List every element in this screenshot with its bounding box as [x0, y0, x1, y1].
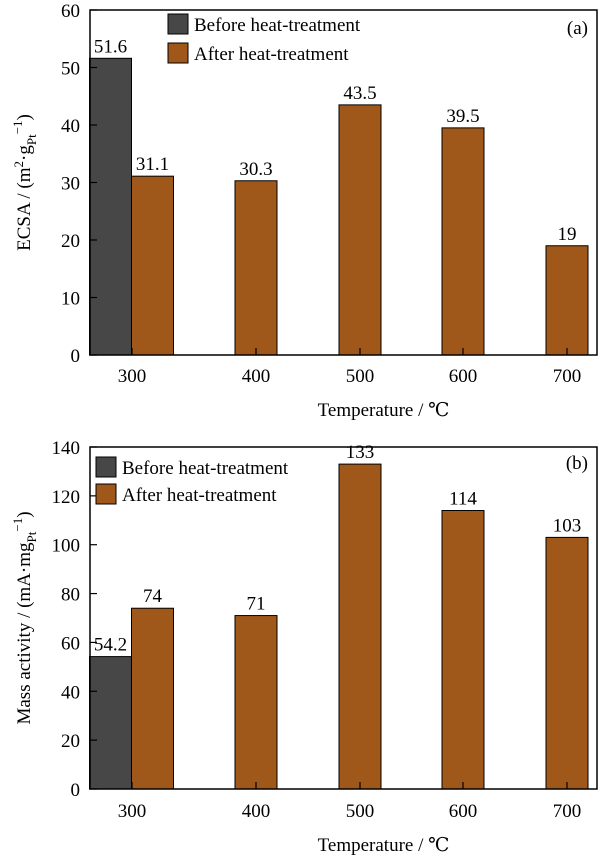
y-tick-label: 60 [61, 633, 80, 654]
x-tick-label-700: 700 [553, 801, 582, 822]
x-tick-label-600: 600 [449, 366, 478, 387]
y-axis-title-sup2: −1 [10, 120, 25, 134]
x-tick-label-300: 300 [118, 801, 147, 822]
y-axis-title-sub: Pt [24, 134, 39, 145]
data-label-before-300: 54.2 [94, 635, 127, 656]
bar-after-400 [234, 615, 278, 790]
data-label-after-600: 39.5 [446, 106, 479, 127]
chart-panel-a: 51.6 31.1 30.3 43.5 39.5 19 0 10 20 30 40 50 60 300 40… [10, 1, 598, 421]
y-tick-label: 120 [52, 487, 81, 508]
bar-after-500 [338, 463, 382, 790]
data-label-after-400: 30.3 [239, 159, 272, 180]
chart-panel-b: 54.2 74 71 133 114 103 0 20 40 60 80 100 120 140 300 40… [10, 438, 598, 856]
y-axis-title-main: Mass activity / (mA·mg [14, 542, 35, 725]
data-label-after-500: 133 [346, 442, 375, 463]
legend-swatch-after [167, 42, 189, 64]
x-tick-label-400: 400 [242, 801, 271, 822]
legend-swatch-after [95, 483, 117, 505]
y-tick-label: 20 [61, 731, 80, 752]
data-label-after-400: 71 [247, 594, 266, 615]
x-axis-title: Temperature / ℃ [318, 400, 450, 421]
x-tick-label-300: 300 [118, 366, 147, 387]
x-tick-label-700: 700 [553, 366, 582, 387]
y-tick-label: 50 [61, 59, 80, 80]
legend-label-after: After heat-treatment [194, 44, 349, 65]
y-axis-title-end: ) [14, 114, 35, 120]
y-tick-label: 20 [61, 231, 80, 252]
plot-frame [89, 446, 598, 790]
x-tick-label-500: 500 [346, 801, 375, 822]
bar-before-300 [89, 656, 132, 790]
y-axis-title: ECSA / (m2·gPt−1) [10, 114, 39, 251]
data-label-before-300: 51.6 [94, 36, 127, 57]
y-tick-label: 100 [52, 536, 81, 557]
y-axis-title: Mass activity / (mA·mgPt−1) [10, 511, 39, 724]
x-tick-label-500: 500 [346, 366, 375, 387]
y-tick-label: 80 [61, 585, 80, 606]
data-label-after-500: 43.5 [343, 83, 376, 104]
y-axis-title-sup2: −1 [10, 518, 25, 532]
y-tick-label: 40 [61, 682, 80, 703]
data-label-after-300: 74 [143, 586, 163, 607]
bar-after-400 [234, 180, 278, 356]
y-axis-title-end: ) [14, 511, 35, 517]
y-axis-title-mid: ·g [14, 145, 35, 161]
bar-before-300 [89, 57, 132, 356]
y-axis-title-sub: Pt [24, 531, 39, 542]
bar-after-700 [545, 536, 589, 790]
bar-after-700 [545, 245, 589, 356]
data-label-after-700: 103 [553, 515, 582, 536]
y-tick-label: 0 [71, 780, 81, 801]
legend-swatch-before [95, 456, 117, 478]
legend-label-after: After heat-treatment [122, 485, 277, 506]
y-axis-title-sup1: 2 [11, 161, 26, 168]
x-axis-title: Temperature / ℃ [318, 835, 450, 856]
y-tick-label: 40 [61, 116, 80, 137]
y-tick-label: 140 [52, 438, 81, 459]
y-tick-label: 0 [71, 346, 81, 367]
data-label-after-300: 31.1 [136, 154, 169, 175]
y-tick-label: 60 [61, 1, 80, 22]
data-label-after-600: 114 [449, 489, 477, 510]
bar-after-300 [131, 175, 174, 356]
panel-tag: (a) [567, 18, 588, 39]
legend-label-before: Before heat-treatment [122, 458, 289, 479]
y-axis-title-main: ECSA / (m [14, 167, 35, 251]
data-label-after-700: 19 [558, 224, 577, 245]
bar-after-600 [441, 127, 485, 356]
bar-after-600 [441, 510, 485, 790]
y-tick-label: 30 [61, 174, 80, 195]
y-tick-label: 10 [61, 289, 80, 310]
bar-after-500 [338, 104, 382, 356]
x-tick-label-400: 400 [242, 366, 271, 387]
legend-swatch-before [167, 13, 189, 35]
x-tick-label-600: 600 [449, 801, 478, 822]
legend-label-before: Before heat-treatment [194, 15, 361, 36]
panel-tag: (b) [566, 453, 588, 474]
bar-after-300 [131, 607, 174, 790]
